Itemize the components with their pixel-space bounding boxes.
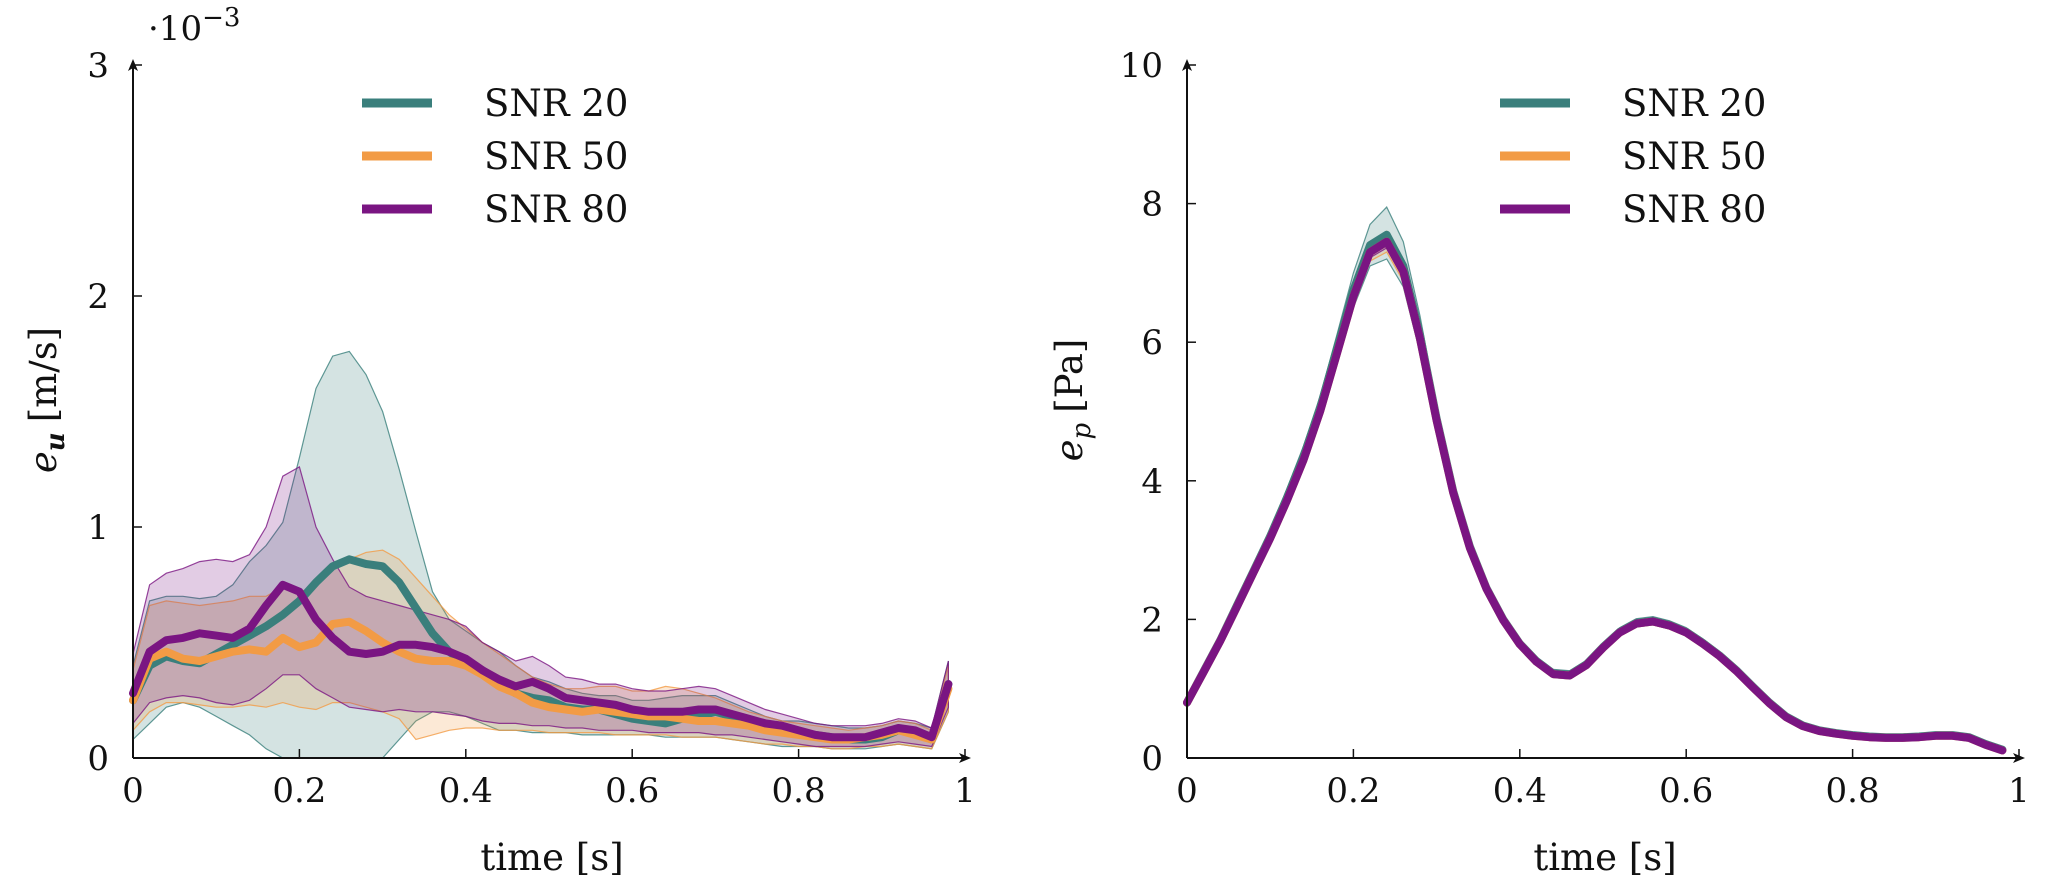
y-tick-label: 0: [1141, 739, 1163, 779]
x-tick-label: 0.2: [272, 771, 326, 811]
y-tick-label: 4: [1141, 462, 1163, 502]
scale-exponent: −3: [202, 3, 240, 33]
scale-factor-label: ·10−3: [148, 3, 240, 49]
velocity-error-chart: 0 0.2 0.4 0.6 0.8 1 0 1 2 3 ·10−3 time [s] eu [m/…: [22, 3, 976, 879]
velocity-error-x-ticks: 0 0.2 0.4 0.6 0.8 1: [122, 749, 976, 811]
x-tick-label: 0.4: [1493, 771, 1547, 811]
pressure-error-lines: [1183, 230, 2007, 755]
pressure-error-legend: SNR 20 SNR 50 SNR 80: [1500, 82, 1766, 231]
x-axis-label: time [s]: [1533, 836, 1676, 879]
legend-label-snr-80: SNR 80: [484, 188, 628, 231]
y-tick-label: 8: [1141, 185, 1163, 225]
x-tick-label: 0.8: [772, 771, 826, 811]
y-tick-label: 2: [87, 277, 109, 317]
pressure-error-axes: [1182, 59, 2025, 763]
y-axis-label-unit: [Pa]: [1048, 339, 1091, 413]
line-snr-80: [1183, 237, 2007, 755]
legend-label-snr-20: SNR 20: [1622, 82, 1766, 125]
pressure-error-bands: [1186, 206, 2003, 754]
pressure-error-chart: 0 0.2 0.4 0.6 0.8 1 0 2 4 6 8 10 time [s] ep [Pa] S…: [1048, 46, 2030, 879]
velocity-error-bands: [132, 350, 949, 759]
y-axis-label: eu [m/s]: [22, 327, 71, 473]
pressure-error-x-ticks: 0 0.2 0.4 0.6 0.8 1: [1176, 749, 2030, 811]
velocity-error-legend: SNR 20 SNR 50 SNR 80: [362, 82, 628, 231]
legend-label-snr-50: SNR 50: [484, 135, 628, 178]
y-axis-label-symbol: e: [22, 451, 65, 473]
band-snr-20: [1186, 206, 2003, 754]
y-tick-label: 10: [1120, 46, 1163, 86]
legend-label-snr-80: SNR 80: [1622, 188, 1766, 231]
y-axis-label-unit: [m/s]: [22, 327, 65, 422]
x-tick-label: 1: [2008, 771, 2030, 811]
band-snr-80: [1186, 234, 2003, 752]
velocity-error-lines: [129, 555, 953, 744]
band-snr-50: [132, 549, 949, 750]
y-axis-label: ep [Pa]: [1048, 339, 1097, 462]
x-tick-label: 0.6: [605, 771, 659, 811]
x-tick-label: 0.8: [1826, 771, 1880, 811]
x-tick-label: 1: [954, 771, 976, 811]
band-snr-80: [132, 466, 949, 748]
y-tick-label: 1: [87, 508, 109, 548]
line-snr-20: [1183, 230, 2007, 754]
pressure-error-y-ticks: 0 2 4 6 8 10: [1120, 46, 1196, 779]
x-tick-label: 0.6: [1659, 771, 1713, 811]
line-snr-80: [129, 580, 953, 742]
velocity-error-y-ticks: 0 1 2 3: [87, 46, 142, 779]
y-tick-label: 3: [87, 46, 109, 86]
y-axis-label-subscript: u: [41, 432, 71, 451]
y-axis-label-symbol: e: [1048, 439, 1091, 461]
line-snr-50: [1183, 237, 2007, 755]
y-axis-label-subscript: p: [1067, 422, 1097, 439]
x-tick-label: 0.4: [439, 771, 493, 811]
legend-label-snr-20: SNR 20: [484, 82, 628, 125]
y-tick-label: 6: [1141, 323, 1163, 363]
band-snr-50: [1186, 230, 2003, 753]
legend-label-snr-50: SNR 50: [1622, 135, 1766, 178]
x-tick-label: 0.2: [1326, 771, 1380, 811]
x-axis-label: time [s]: [480, 836, 623, 879]
y-tick-label: 2: [1141, 600, 1163, 640]
x-tick-label: 0: [1176, 771, 1198, 811]
x-tick-label: 0: [122, 771, 144, 811]
y-tick-label: 0: [87, 739, 109, 779]
